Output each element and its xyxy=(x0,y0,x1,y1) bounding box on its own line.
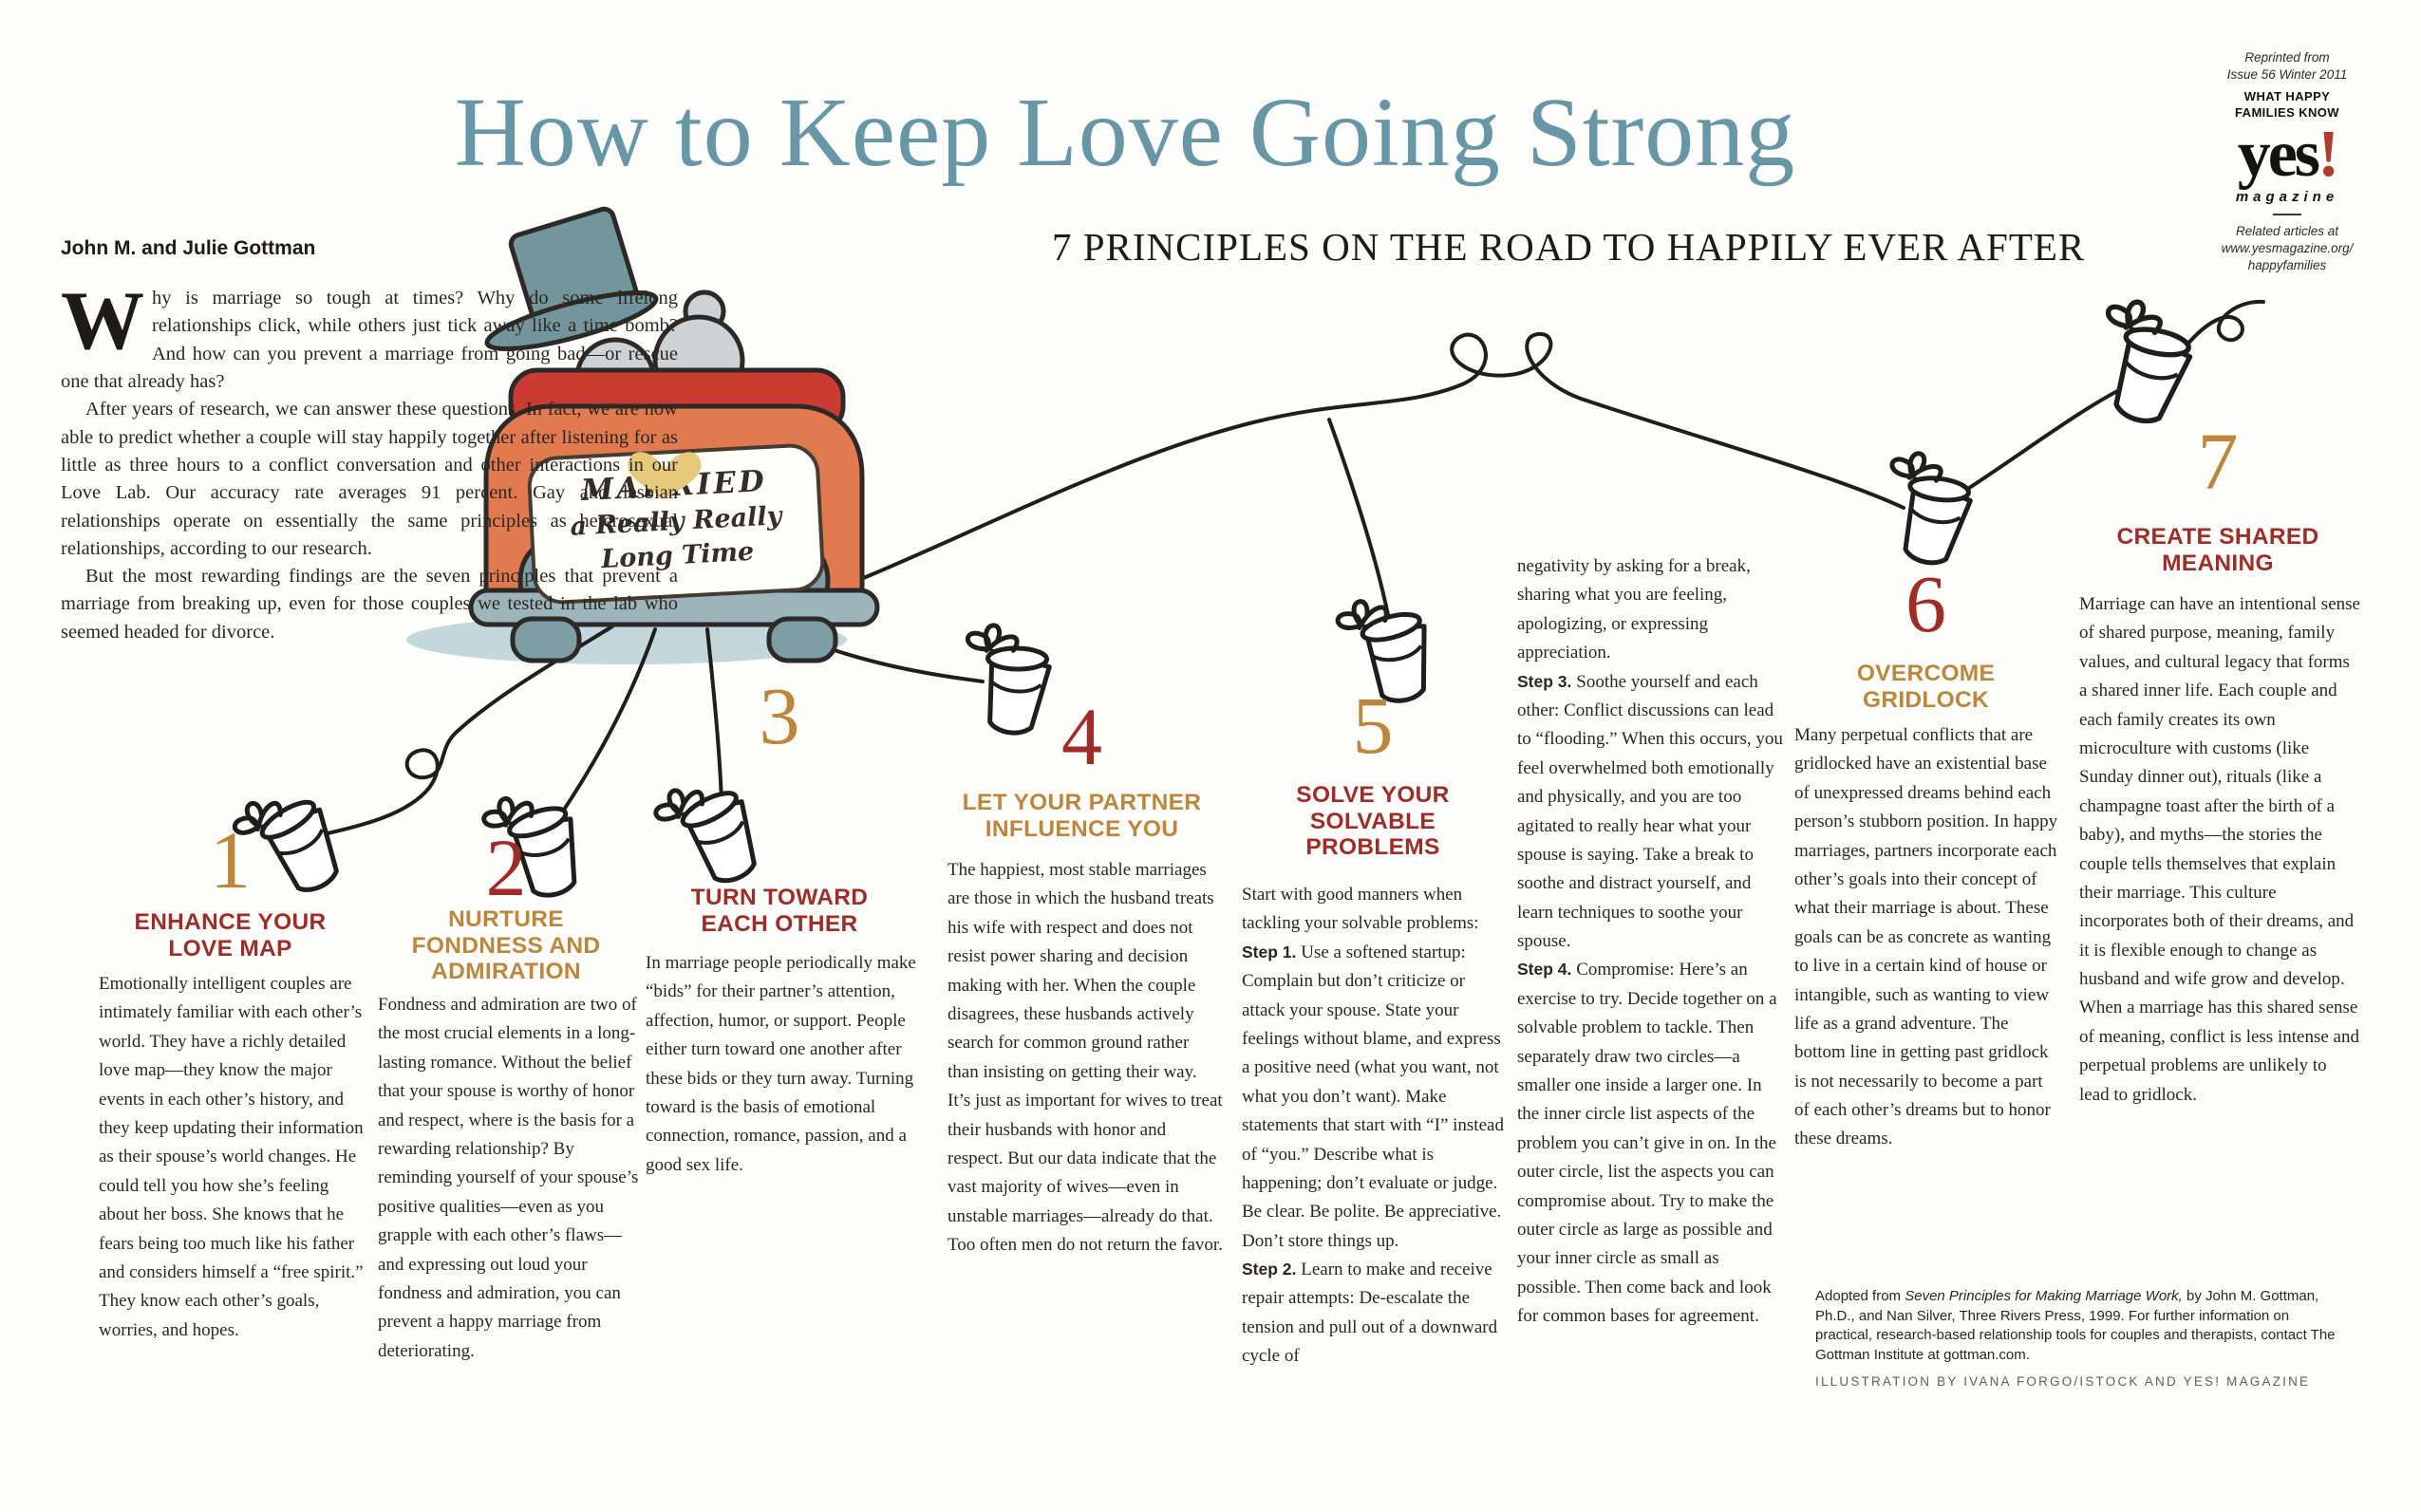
body-paragraph: Step 1. Use a softened startup: Complain… xyxy=(1242,942,1504,1251)
intro-paragraph-1-text: hy is marriage so tough at times? Why do… xyxy=(61,288,678,392)
drop-cap: W xyxy=(61,275,144,367)
section-5-body-continued: negativity by asking for a break, sharin… xyxy=(1517,552,1783,1332)
credit-text: by John M. Gottman, Ph.D., and Nan Silve… xyxy=(1815,1288,2336,1364)
body-paragraph: The happiest, most stable marriages are … xyxy=(948,860,1223,1256)
step-label: Step 3. xyxy=(1517,671,1577,691)
page-title: How to Keep Love Going Strong xyxy=(454,78,1796,187)
section-2-number: 2 xyxy=(485,822,527,913)
logo-exclamation: ! xyxy=(2318,118,2339,192)
issue-kicker: WHAT HAPPY FAMILIES KNOW xyxy=(2235,89,2339,121)
section-3-heading: TURN TOWARD EACH OTHER xyxy=(690,885,869,937)
section-1-number: 1 xyxy=(210,814,251,905)
reprint-note: Reprinted from Issue 56 Winter 2011 xyxy=(2226,50,2348,83)
book-title: Seven Principles for Making Marriage Wor… xyxy=(1905,1288,2183,1304)
step-label: Step 1. xyxy=(1242,942,1302,961)
masthead: Reprinted from Issue 56 Winter 2011 WHAT… xyxy=(2201,49,2374,274)
section-2-body: Fondness and admiration are two of the m… xyxy=(378,991,642,1366)
heart-icon xyxy=(628,452,702,499)
section-7-heading: CREATE SHARED MEANING xyxy=(2116,524,2319,576)
wedding-car: MARRIED a Really Really Long Time xyxy=(468,206,880,663)
body-paragraph: Fondness and admiration are two of the m… xyxy=(378,995,639,1361)
masthead-divider xyxy=(2273,213,2301,215)
section-6-number: 6 xyxy=(1905,558,1946,649)
section-5-body: Start with good manners when tackling yo… xyxy=(1242,881,1510,1372)
intro-paragraph-3: But the most rewarding findings are the … xyxy=(61,566,678,643)
string-lines xyxy=(326,299,2265,835)
logo-magazine-label: magazine xyxy=(2235,188,2339,205)
section-4-heading: LET YOUR PARTNER INFLUENCE YOU xyxy=(962,790,1202,842)
section-5-number: 5 xyxy=(1352,680,1394,771)
section-5-heading: SOLVE YOUR SOLVABLE PROBLEMS xyxy=(1296,782,1450,861)
section-7-body: Marriage can have an intentional sense o… xyxy=(2079,590,2360,1110)
body-paragraph: Marriage can have an intentional sense o… xyxy=(2079,594,2360,1105)
body-paragraph: negativity by asking for a break, sharin… xyxy=(1517,556,1751,663)
body-paragraph: Step 3. Soothe yourself and each other: … xyxy=(1517,671,1783,952)
section-1-body: Emotionally intelligent couples are inti… xyxy=(99,970,366,1345)
body-paragraph: Many perpetual conflicts that are gridlo… xyxy=(1794,725,2058,1149)
illustration-credit: ILLUSTRATION BY IVANA FORGO/ISTOCK AND Y… xyxy=(1815,1374,2311,1389)
intro-paragraph-2: After years of research, we can answer t… xyxy=(61,399,678,559)
body-paragraph: Step 2. Learn to make and receive repair… xyxy=(1242,1260,1498,1367)
yes-magazine-logo: yes! xyxy=(2201,121,2374,188)
just-married-sign: MARRIED a Really Really Long Time xyxy=(527,443,825,605)
section-6-body: Many perpetual conflicts that are gridlo… xyxy=(1794,721,2062,1154)
logo-word: yes xyxy=(2237,118,2320,192)
credit-text: Adopted from xyxy=(1815,1288,1905,1304)
section-4-number: 4 xyxy=(1061,691,1102,782)
body-paragraph: In marriage people periodically make “bi… xyxy=(646,953,916,1175)
section-2-heading: NURTURE FONDNESS AND ADMIRATION xyxy=(411,906,601,985)
source-credit: Adopted from Seven Principles for Making… xyxy=(1815,1287,2336,1366)
body-paragraph: Step 4. Compromise: Here’s an exercise t… xyxy=(1517,960,1777,1327)
section-3-body: In marriage people periodically make “bi… xyxy=(646,949,919,1180)
top-hat xyxy=(484,206,659,351)
subtitle: 7 PRINCIPLES ON THE ROAD TO HAPPILY EVER… xyxy=(1052,225,2086,269)
byline: John M. and Julie Gottman xyxy=(61,237,316,259)
section-7-number: 7 xyxy=(2197,416,2239,507)
section-3-number: 3 xyxy=(759,670,800,761)
related-articles-note: Related articles at www.yesmagazine.org/… xyxy=(2221,223,2354,273)
section-4-body: The happiest, most stable marriages are … xyxy=(948,856,1223,1260)
step-label: Step 2. xyxy=(1242,1260,1302,1279)
body-paragraph: Start with good manners when tackling yo… xyxy=(1242,885,1479,934)
section-1-heading: ENHANCE YOUR LOVE MAP xyxy=(134,909,327,961)
body-paragraph: Emotionally intelligent couples are inti… xyxy=(99,974,364,1340)
section-6-heading: OVERCOME GRIDLOCK xyxy=(1856,661,1996,713)
step-label: Step 4. xyxy=(1517,960,1577,980)
